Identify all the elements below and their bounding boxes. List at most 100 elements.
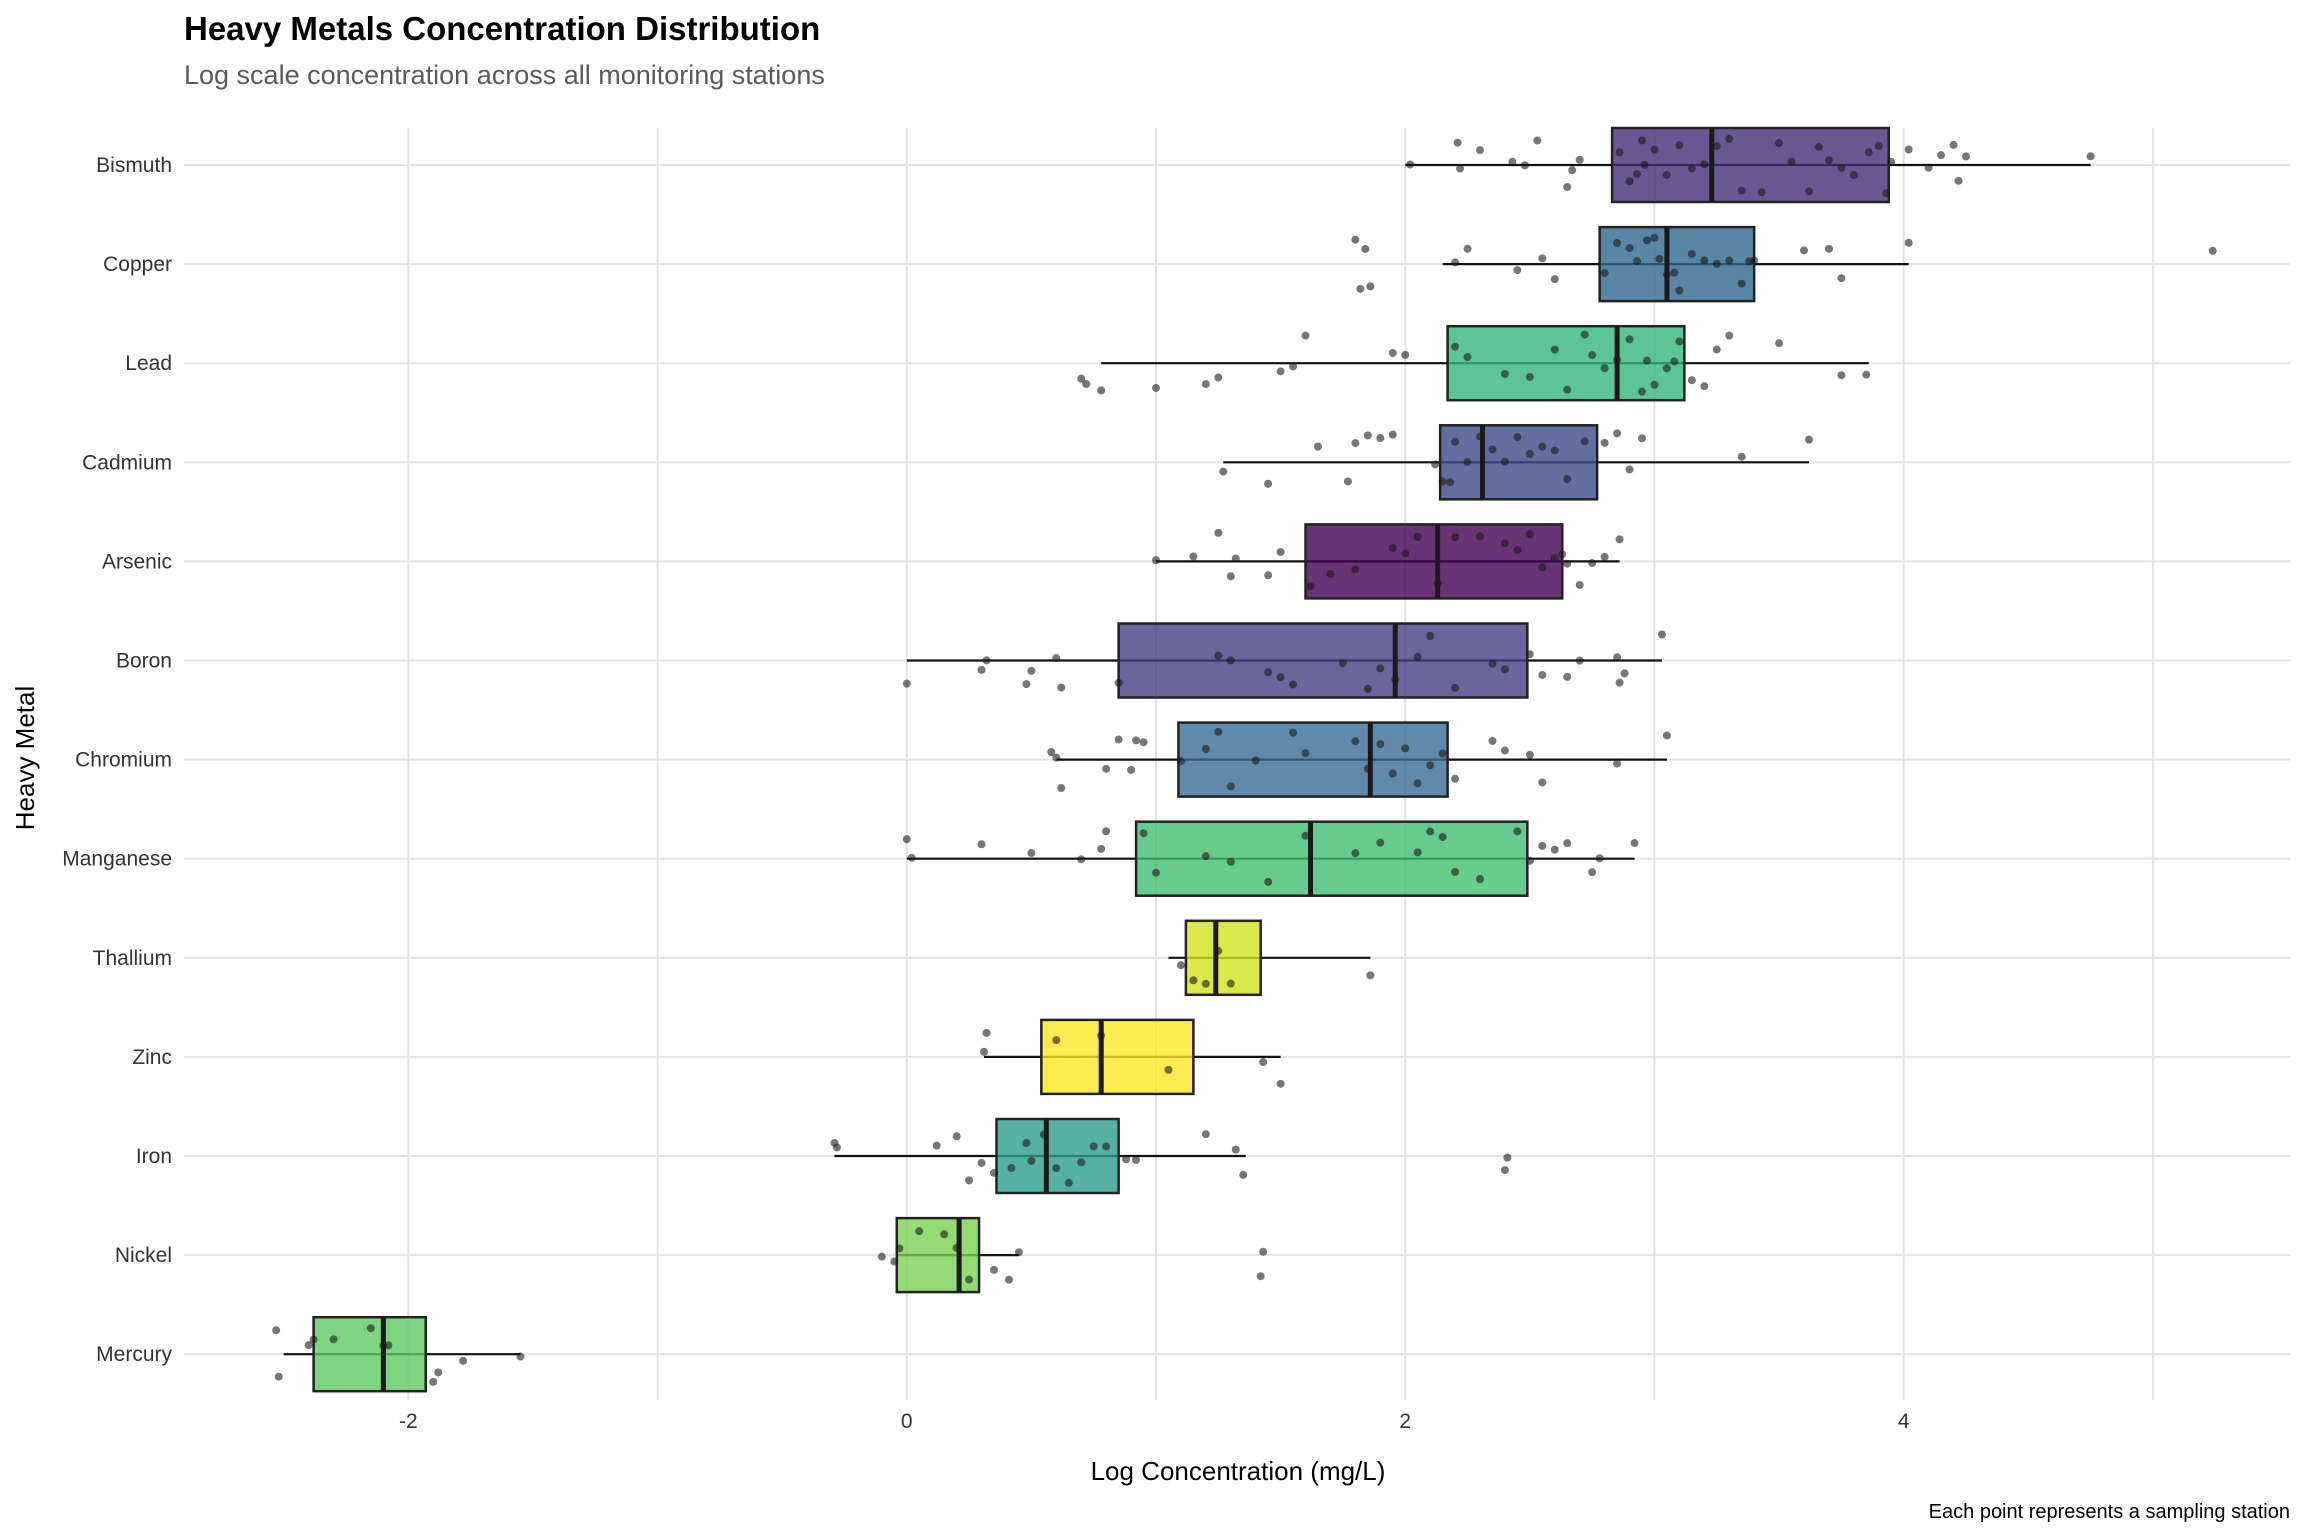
- data-point: [1132, 736, 1140, 744]
- data-point: [1366, 971, 1374, 979]
- data-point: [1501, 370, 1509, 378]
- data-point: [1127, 766, 1135, 774]
- data-point: [1326, 570, 1334, 578]
- data-point: [1633, 170, 1641, 178]
- data-point: [1650, 381, 1658, 389]
- data-point: [1227, 782, 1235, 790]
- data-point: [1488, 446, 1496, 454]
- data-point: [1596, 854, 1604, 862]
- data-point: [903, 835, 911, 843]
- data-point: [1563, 475, 1571, 483]
- data-point: [965, 1276, 973, 1284]
- data-point: [272, 1326, 280, 1334]
- data-point: [878, 1253, 886, 1261]
- data-point: [1655, 255, 1663, 263]
- box-thallium: [1186, 921, 1261, 995]
- data-point: [1464, 353, 1472, 361]
- y-tick-label: Chromium: [75, 749, 172, 772]
- data-point: [1140, 738, 1148, 746]
- data-point: [384, 1341, 392, 1349]
- data-point: [1302, 332, 1310, 340]
- data-point: [1503, 1154, 1511, 1162]
- data-point: [1613, 653, 1621, 661]
- data-point: [1052, 1164, 1060, 1172]
- data-point: [1082, 380, 1090, 388]
- data-point: [1725, 332, 1733, 340]
- data-point: [1663, 732, 1671, 740]
- data-point: [1434, 580, 1442, 588]
- data-point: [1955, 177, 1963, 185]
- data-point: [1289, 362, 1297, 370]
- data-point: [1501, 539, 1509, 547]
- data-point: [1613, 239, 1621, 247]
- data-point: [1601, 553, 1609, 561]
- data-point: [1850, 171, 1858, 179]
- data-point: [1725, 135, 1733, 143]
- data-point: [1122, 1155, 1130, 1163]
- data-point: [1513, 546, 1521, 554]
- data-point: [1700, 160, 1708, 168]
- data-point: [1738, 186, 1746, 194]
- data-point: [1663, 271, 1671, 279]
- data-point: [367, 1324, 375, 1332]
- data-point: [1538, 671, 1546, 679]
- y-tick-label: Lead: [125, 352, 172, 375]
- data-point: [1750, 257, 1758, 265]
- data-point: [1631, 839, 1639, 847]
- data-point: [1638, 136, 1646, 144]
- data-point: [1805, 436, 1813, 444]
- data-point: [516, 1353, 524, 1361]
- data-point: [1464, 245, 1472, 253]
- box-boron: [1119, 624, 1528, 698]
- data-point: [1551, 554, 1559, 562]
- data-point: [1277, 1080, 1285, 1088]
- data-point: [953, 1244, 961, 1252]
- data-point: [1277, 673, 1285, 681]
- data-point: [1633, 257, 1641, 265]
- data-point: [1576, 657, 1584, 665]
- data-point: [1476, 532, 1484, 540]
- data-point: [1825, 245, 1833, 253]
- data-point: [1688, 376, 1696, 384]
- data-point: [1361, 245, 1369, 253]
- data-point: [1513, 266, 1521, 274]
- data-point: [1563, 183, 1571, 191]
- data-point: [1252, 756, 1260, 764]
- data-point: [1189, 976, 1197, 984]
- data-point: [1675, 337, 1683, 345]
- data-point: [1658, 631, 1666, 639]
- data-point: [1875, 142, 1883, 150]
- data-point: [1805, 187, 1813, 195]
- data-point: [1052, 1036, 1060, 1044]
- data-point: [1227, 858, 1235, 866]
- data-point: [1837, 371, 1845, 379]
- data-point: [1837, 164, 1845, 172]
- data-point: [1613, 356, 1621, 364]
- data-point: [459, 1357, 467, 1365]
- data-point: [1239, 1171, 1247, 1179]
- y-tick-label: Boron: [116, 650, 172, 673]
- data-point: [1389, 431, 1397, 439]
- data-point: [1214, 529, 1222, 537]
- data-point: [1140, 829, 1148, 837]
- data-point: [1581, 437, 1589, 445]
- data-point: [1214, 947, 1222, 955]
- data-point: [978, 840, 986, 848]
- data-point: [1663, 364, 1671, 372]
- data-point: [1289, 681, 1297, 689]
- data-point: [1538, 563, 1546, 571]
- data-point: [1202, 1130, 1210, 1138]
- y-axis-ticks: Bismuth Copper Lead Cadmium Arsenic Boron Chro…: [62, 154, 172, 1366]
- data-point: [933, 1142, 941, 1150]
- data-point: [915, 1227, 923, 1235]
- data-point: [1414, 848, 1422, 856]
- data-point: [978, 1159, 986, 1167]
- data-point: [1451, 868, 1459, 876]
- data-point: [1581, 331, 1589, 339]
- data-point: [1022, 1139, 1030, 1147]
- data-point: [1451, 533, 1459, 541]
- data-point: [1588, 351, 1596, 359]
- data-point: [1616, 535, 1624, 543]
- data-point: [1027, 849, 1035, 857]
- data-point: [895, 1244, 903, 1252]
